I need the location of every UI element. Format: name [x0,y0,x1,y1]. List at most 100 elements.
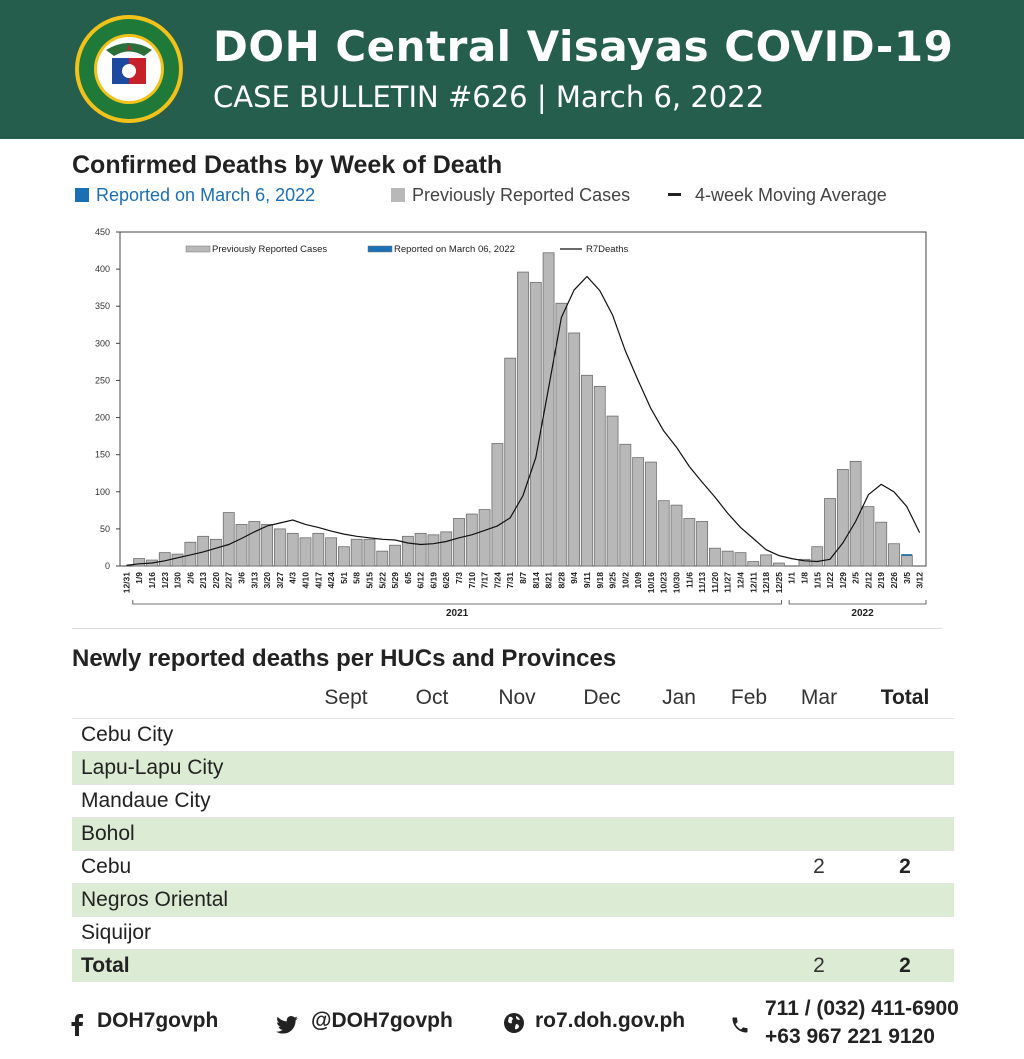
bar-previous [427,534,440,567]
inner-legend-r7deaths-label: R7Deaths [586,244,628,255]
x-tick-label: 1/23 [160,572,170,589]
x-tick-label: 2/26 [889,572,899,589]
x-tick-label: 12/25 [774,572,784,594]
bar-previous [619,443,632,567]
x-tick-label: 3/6 [237,572,247,584]
y-tick-label: 450 [95,227,110,237]
x-tick-label: 11/20 [710,572,720,593]
x-tick-label: 7/10 [467,572,477,589]
bar-previous [593,385,606,567]
legend-reported-label: Reported on March 6, 2022 [96,185,316,205]
bar-previous [632,457,645,567]
x-tick-label: 7/31 [505,572,515,589]
x-tick-label: 4/24 [326,572,336,589]
column-header: Nov [498,686,536,709]
row-name: Negros Oriental [81,888,229,911]
x-tick-label: 9/18 [595,572,605,589]
globe-icon[interactable] [503,1012,525,1034]
bar-previous [888,543,900,567]
x-tick-label: 4/3 [288,572,298,584]
year-label-2021: 2021 [446,608,469,619]
legend-reported: Reported on March 6, 2022 [75,185,315,206]
bar-previous [376,550,389,567]
table-body: Cebu City Lapu-Lapu City Mandaue City Bohol… [72,718,954,982]
doh-seal-logo [75,15,183,123]
x-tick-label: 5/15 [364,572,374,589]
table-row: Bohol [72,817,954,850]
x-tick-label: 1/16 [147,572,157,589]
row-name: Mandaue City [81,789,211,812]
y-tick-label: 350 [95,301,110,311]
x-tick-label: 3/27 [275,572,285,589]
x-tick-label: 6/26 [441,572,451,589]
year-bracket-2021 [132,600,782,605]
bar-previous [721,550,734,567]
column-header: Sept [324,686,368,709]
bar-previous [274,528,286,567]
row-name: Total [81,954,130,977]
column-header: Mar [800,686,838,709]
bar-previous [389,544,401,567]
x-tick-label: 2/6 [185,572,195,584]
bar-previous [491,443,504,567]
x-tick-label: 3/13 [249,572,259,589]
table-header: Sept Oct Nov Dec Jan Feb Mar Total [72,681,954,718]
table-cell: 2 [813,954,825,977]
x-tick-label: 1/8 [799,572,809,584]
bar-previous [875,521,888,567]
bar-previous [504,357,517,567]
facebook-link[interactable]: DOH7govph [97,1009,219,1032]
chart-divider [72,628,942,629]
x-tick-label: 6/5 [403,572,413,584]
bar-previous [709,547,721,567]
bar-previous [478,509,491,567]
bar-previous [299,537,312,567]
inner-legend-previous-swatch [185,245,211,253]
x-tick-label: 6/12 [416,572,426,589]
x-tick-label: 9/11 [582,572,592,588]
bar-previous [171,553,184,567]
bar-previous [849,460,862,567]
website-link[interactable]: ro7.doh.gov.ph [535,1009,686,1032]
bar-previous [414,532,427,567]
legend-previous: Previously Reported Cases [391,185,630,206]
x-tick-label: 7/3 [454,572,464,584]
x-tick-label: 12/11 [748,572,758,593]
x-tick-label: 8/14 [531,572,541,589]
bar-previous [581,374,593,567]
bar-previous [363,538,376,567]
bar-previous [222,512,235,567]
x-tick-label: 5/29 [390,572,400,589]
bar-previous [235,524,248,567]
inner-legend-reported-swatch [367,245,393,253]
bar-previous [836,469,849,567]
twitter-link[interactable]: @DOH7govph [311,1009,453,1032]
row-name: Bohol [81,822,135,845]
table-row: Lapu-Lapu City [72,751,954,784]
facebook-icon[interactable] [70,1014,84,1036]
column-header: Total [880,686,930,709]
phone-number-2[interactable]: +63 967 221 9120 [765,1025,935,1048]
page-title: DOH Central Visayas COVID-19 [213,22,954,71]
bar-previous [453,518,465,567]
table-cell: 2 [899,954,911,977]
x-tick-label: 5/1 [339,572,349,584]
bar-previous [286,532,299,567]
year-bracket-2022 [788,600,927,605]
chart-title: Confirmed Deaths by Week of Death [72,151,503,179]
x-tick-label: 10/2 [620,572,630,589]
phone-number-1[interactable]: 711 / (032) 411-6900 [765,997,959,1020]
bar-previous [798,558,811,567]
table-row: Mandaue City [72,784,954,817]
x-tick-label: 7/24 [492,572,502,589]
bar-previous [862,506,875,567]
x-tick-label: 11/27 [723,572,733,593]
table-row: Siquijor [72,916,954,949]
bar-previous [900,555,913,567]
x-tick-label: 12/4 [735,572,745,589]
bar-previous [542,252,555,567]
twitter-icon[interactable] [276,1016,298,1034]
header-banner: DOH Central Visayas COVID-19 CASE BULLET… [0,0,1024,139]
bar-previous [440,531,453,567]
